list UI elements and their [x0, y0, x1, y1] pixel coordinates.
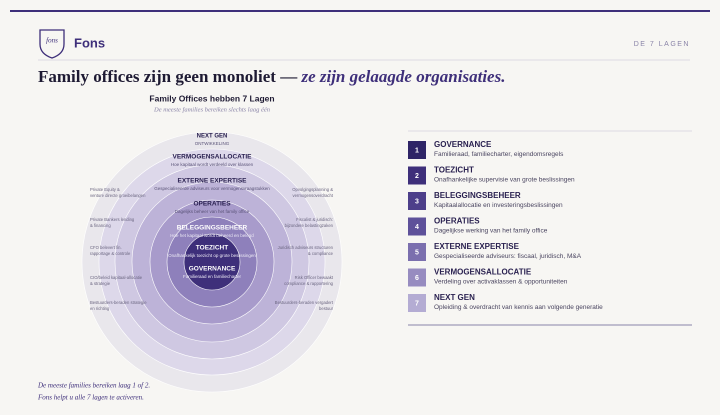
number: 4 — [415, 224, 419, 231]
side-note: Opvolgingsplanning & vermogensoverdracht — [292, 187, 334, 198]
item-text: Opleiding & overdracht van kennis aan vo… — [434, 304, 603, 311]
top-rule — [10, 10, 710, 12]
side-note-line: bijzondere belastingzaken — [285, 223, 334, 228]
number-box — [408, 192, 426, 210]
number-box — [408, 268, 426, 287]
item-text: Kapitaalallocatie en investeringsbesliss… — [434, 202, 563, 209]
layer-list: 1 GOVERNANCE Familieraad, familiecharter, … — [408, 140, 603, 312]
side-note-line: bestuur — [319, 306, 334, 311]
ring-caption: Familieraad en familiecharter — [183, 274, 242, 279]
side-note-line: Opvolgingsplanning & — [292, 187, 333, 192]
number: 6 — [415, 275, 419, 282]
footer-line: De meeste families bereiken laag 1 of 2. — [37, 382, 150, 390]
side-note: Risk Officer bewaakt compliance & rapport… — [284, 275, 334, 286]
ring-caption: Dagelijks beheer van het family office — [175, 209, 250, 214]
logo-shield — [39, 29, 65, 59]
item-text: Onafhankelijke supervisie van grote besl… — [434, 177, 575, 184]
ring-name: OPERATIES — [193, 201, 231, 208]
item-text: Familieraad, familiecharter, eigendomsre… — [434, 151, 564, 158]
item-title: OPERATIES — [434, 217, 480, 226]
side-note-line: en richting — [90, 306, 110, 311]
title-emphasis: ze zijn gelaagde organisaties. — [300, 67, 505, 86]
item-text: Gespecialiseerde adviseurs: fiscaal, jur… — [434, 253, 582, 260]
side-note: Fiscalist & juridisch: bijzondere belasti… — [285, 217, 334, 228]
ring-caption: Gespecialiseerde adviseurs voor vermogen… — [154, 186, 270, 191]
number-box — [408, 217, 426, 236]
number: 1 — [415, 147, 419, 154]
side-note: Bestuurders-beraden vergadert bestuur — [275, 300, 334, 311]
ring-name: BELEGGINGSBEHEER — [177, 225, 248, 232]
ring — [183, 233, 241, 291]
side-note: CFO belevert fin. rapportage & controle — [90, 245, 131, 256]
title-main: Family offices zijn geen monoliet — — [38, 67, 301, 86]
side-note-line: Private Bankers lending — [90, 217, 135, 222]
side-note-line: CIO/beleid kapitaal-allocatie — [90, 275, 143, 280]
side-note-line: vermogensoverdracht — [293, 193, 334, 198]
number: 7 — [415, 300, 419, 307]
item-title: NEXT GEN — [434, 293, 475, 302]
side-note-line: compliance & rapportering — [284, 281, 334, 286]
ring-name: EXTERNE EXPERTISE — [178, 178, 248, 185]
side-note: Private Equity & venture directe groeibel… — [90, 187, 146, 198]
footer-line: Fons helpt u alle 7 lagen te activeren. — [37, 394, 144, 402]
item-title: EXTERNE EXPERTISE — [434, 242, 520, 251]
ring-caption: Hoe het kapitaal wordt beheerd en belegd — [170, 233, 254, 238]
side-note: Juridisch adviseurs structuren & complian… — [278, 245, 334, 256]
side-note-line: rapportage & controle — [90, 251, 131, 256]
number-box — [408, 166, 426, 185]
side-note-line: venture directe groeibelangen — [90, 193, 146, 198]
side-note: Bestuurders-beraden strategie en richting — [90, 300, 147, 311]
side-note-line: & financing — [90, 223, 111, 228]
item-title: GOVERNANCE — [434, 140, 492, 149]
title: Family offices zijn geen monoliet — ze z… — [38, 67, 505, 86]
item-title: TOEZICHT — [434, 166, 474, 175]
brand: Fons — [74, 35, 105, 50]
number-box — [408, 141, 426, 159]
number-box — [408, 243, 426, 261]
side-note-line: Risk Officer bewaakt — [295, 275, 334, 280]
side-note-line: Fiscalist & juridisch: — [296, 217, 333, 222]
ring-caption: ONTWIKKELING — [195, 141, 230, 146]
side-note-line: Private Equity & — [90, 187, 120, 192]
ring-name: NEXT GEN — [197, 134, 228, 140]
side-note-line: Bestuurders-beraden vergadert — [275, 300, 334, 305]
ring-name: VERMOGENSALLOCATIE — [173, 154, 253, 161]
number: 5 — [415, 249, 419, 256]
side-note-line: Bestuurders-beraden strategie — [90, 300, 147, 305]
side-note-line: Juridisch adviseurs structuren — [278, 245, 334, 250]
diagram-title: Family Offices hebben 7 Lagen — [149, 93, 274, 103]
ring-name: TOEZICHT — [196, 245, 228, 252]
number: 2 — [415, 173, 419, 180]
diagram-subtitle: De meeste families bereiken slechts laag… — [153, 106, 270, 113]
side-note: Private Bankers lending & financing — [90, 217, 135, 228]
side-note-line: & strategie — [90, 281, 111, 286]
item-title: BELEGGINGSBEHEER — [434, 191, 521, 200]
number-box — [408, 294, 426, 312]
ring-caption: Onafhankelijk toezicht op grote beslissi… — [168, 253, 256, 258]
section-label: DE 7 LAGEN — [634, 41, 690, 48]
item-title: VERMOGENSALLOCATIE — [434, 268, 532, 277]
side-note: CIO/beleid kapitaal-allocatie & strategie — [90, 275, 143, 286]
ring-caption: Hoe kapitaal wordt verdeeld over klassen — [171, 162, 254, 167]
side-note-line: CFO belevert fin. — [90, 245, 122, 250]
side-note-line: & compliance — [308, 251, 334, 256]
number: 3 — [415, 198, 419, 205]
item-text: Verdeling over activaklassen & opportuni… — [434, 279, 568, 286]
logo-mark: fons — [46, 37, 58, 45]
item-text: Dagelijkse werking van het family office — [434, 228, 548, 235]
ring-name: GOVERNANCE — [189, 266, 236, 273]
